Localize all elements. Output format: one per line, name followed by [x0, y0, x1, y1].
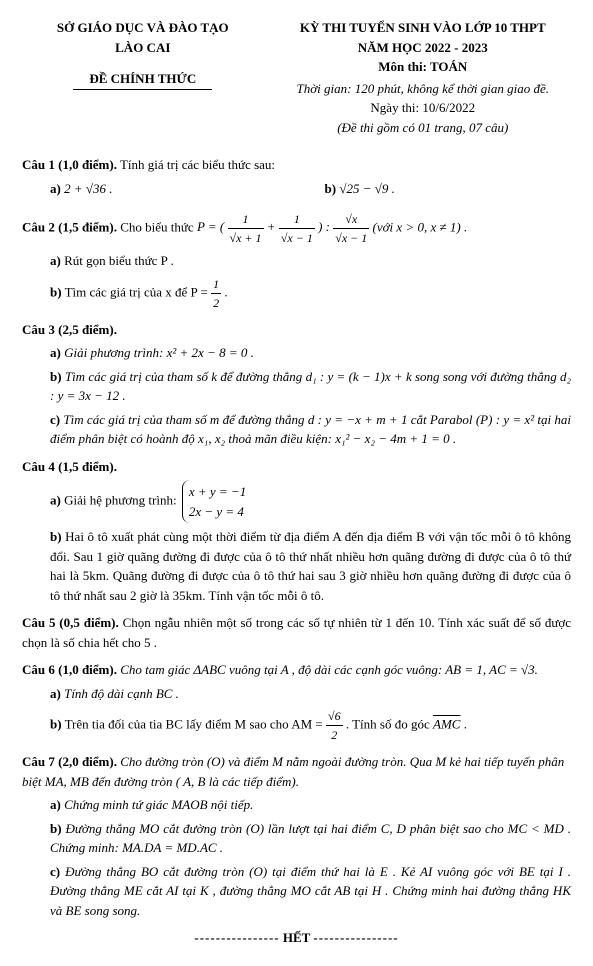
- q2-title: Câu 2 (1,5 điểm).: [22, 219, 117, 234]
- q6-text: Cho tam giác ΔABC vuông tại A , độ dài c…: [120, 662, 538, 677]
- question-4: Câu 4 (1,5 điểm). a) Giải hệ phương trìn…: [22, 457, 571, 606]
- q6-a: a) Tính độ dài cạnh BC .: [50, 684, 571, 704]
- q2-a: a) Rút gọn biểu thức P .: [50, 251, 571, 271]
- q6-b: b) Trên tia đối của tia BC lấy điểm M sa…: [50, 707, 571, 744]
- q3-title: Câu 3 (2,5 điểm).: [22, 322, 117, 337]
- question-5: Câu 5 (0,5 điểm). Chọn ngẫu nhiên một số…: [22, 613, 571, 652]
- q2-b: b) Tìm các giá trị của x để P = 12 .: [50, 275, 571, 312]
- q7-title: Câu 7 (2,0 điểm).: [22, 754, 117, 769]
- system-brace: x + y = −1 2x − y = 4: [182, 480, 250, 523]
- school-year: NĂM HỌC 2022 - 2023: [275, 38, 571, 58]
- exam-title: KỲ THI TUYỂN SINH VÀO LỚP 10 THPT: [275, 18, 571, 38]
- department: SỞ GIÁO DỤC VÀ ĐÀO TẠO: [22, 18, 264, 38]
- footer-end: ---------------- HẾT ----------------: [22, 928, 571, 948]
- q2-cond: (với x > 0, x ≠ 1) .: [373, 219, 468, 234]
- q2-expr: P = ( 1√x + 1 + 1√x − 1 ) : √x√x − 1: [197, 219, 373, 234]
- exam-time: Thời gian: 120 phút, không kể thời gian …: [275, 79, 571, 99]
- question-6: Câu 6 (1,0 điểm). Cho tam giác ΔABC vuôn…: [22, 660, 571, 744]
- exam-note: (Đề thi gồm có 01 trang, 07 câu): [275, 118, 571, 138]
- header-left: SỞ GIÁO DỤC VÀ ĐÀO TẠO LÀO CAI ĐỀ CHÍNH …: [22, 18, 264, 147]
- province: LÀO CAI: [22, 38, 264, 58]
- question-3: Câu 3 (2,5 điểm). a) Giải phương trình: …: [22, 320, 571, 449]
- q7-b: b) Đường thẳng MO cắt đường tròn (O) lần…: [50, 819, 571, 858]
- header-right: KỲ THI TUYỂN SINH VÀO LỚP 10 THPT NĂM HỌ…: [275, 18, 571, 147]
- q1-a: a) 2 + √36 .: [50, 179, 297, 199]
- q7-a: a) Chứng minh tứ giác MAOB nội tiếp.: [50, 795, 571, 815]
- q7-c: c) Đường thẳng BO cắt đường tròn (O) tại…: [50, 862, 571, 921]
- official-label: ĐỀ CHÍNH THỨC: [22, 67, 264, 90]
- q2-text-pre: Cho biểu thức: [120, 219, 197, 234]
- question-2: Câu 2 (1,5 điểm). Cho biểu thức P = ( 1√…: [22, 210, 571, 312]
- q1-text: Tính giá trị các biểu thức sau:: [120, 157, 275, 172]
- q4-b: b) Hai ô tô xuất phát cùng một thời điểm…: [50, 527, 571, 605]
- q5-title: Câu 5 (0,5 điểm).: [22, 615, 119, 630]
- q3-c: c) Tìm các giá trị của tham số m để đườn…: [50, 410, 571, 449]
- q1-title: Câu 1 (1,0 điểm).: [22, 157, 117, 172]
- exam-date: Ngày thi: 10/6/2022: [275, 98, 571, 118]
- q3-b: b) Tìm các giá trị của tham số k để đườn…: [50, 367, 571, 406]
- q4-a: a) Giải hệ phương trình: x + y = −1 2x −…: [50, 480, 571, 523]
- q4-title: Câu 4 (1,5 điểm).: [22, 459, 117, 474]
- question-7: Câu 7 (2,0 điểm). Cho đường tròn (O) và …: [22, 752, 571, 920]
- q3-a: a) Giải phương trình: x² + 2x − 8 = 0 .: [50, 343, 571, 363]
- subject: Môn thi: TOÁN: [275, 57, 571, 77]
- question-1: Câu 1 (1,0 điểm). Tính giá trị các biểu …: [22, 155, 571, 202]
- q1-b: b) √25 − √9 .: [325, 179, 572, 199]
- exam-header: SỞ GIÁO DỤC VÀ ĐÀO TẠO LÀO CAI ĐỀ CHÍNH …: [22, 18, 571, 147]
- q6-title: Câu 6 (1,0 điểm).: [22, 662, 117, 677]
